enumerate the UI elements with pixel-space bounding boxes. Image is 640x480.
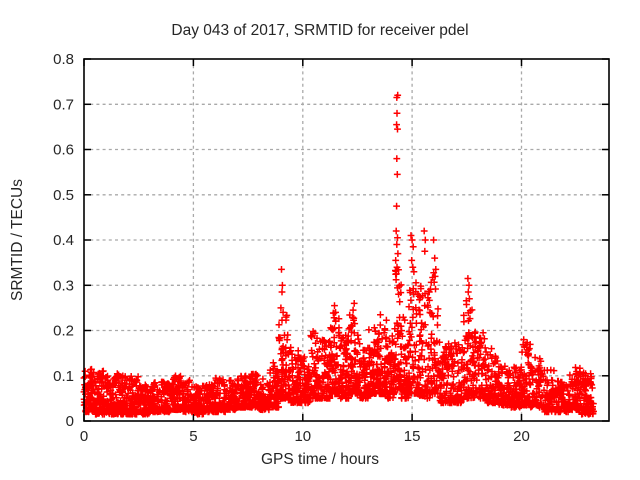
y-tick-label: 0.7 xyxy=(53,96,74,113)
y-tick-label: 0.3 xyxy=(53,277,74,294)
x-tick-label: 5 xyxy=(189,428,197,445)
y-tick-label: 0.5 xyxy=(53,187,74,204)
x-tick-label: 0 xyxy=(80,428,88,445)
x-tick-label: 15 xyxy=(404,428,421,445)
y-tick-label: 0.2 xyxy=(53,323,74,340)
y-tick-label: 0.4 xyxy=(53,232,74,249)
y-tick-label: 0.6 xyxy=(53,142,74,159)
chart-title: Day 043 of 2017, SRMTID for receiver pde… xyxy=(171,22,469,39)
x-axis-label: GPS time / hours xyxy=(260,451,379,468)
y-tick-label: 0.8 xyxy=(53,51,74,68)
y-tick-label: 0.1 xyxy=(53,368,74,385)
x-tick-label: 10 xyxy=(294,428,311,445)
scatter-points xyxy=(80,91,597,418)
y-tick-label: 0 xyxy=(66,413,74,430)
plot-border xyxy=(83,58,610,422)
x-tick-label: 20 xyxy=(513,428,530,445)
